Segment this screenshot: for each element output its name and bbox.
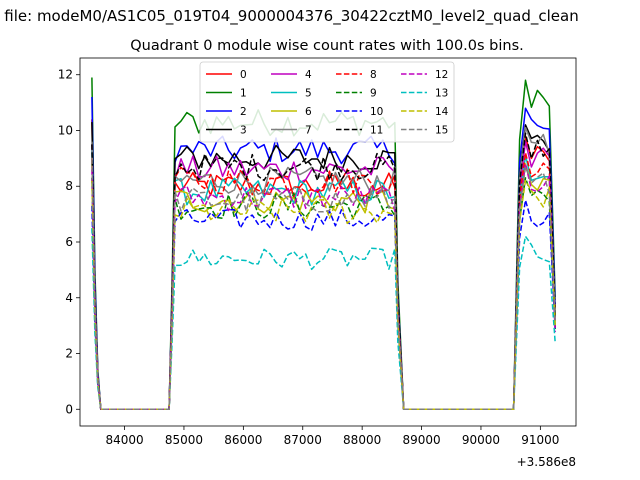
x-tick-label: 86000	[224, 433, 262, 447]
series-line-0	[91, 119, 556, 411]
legend-label-3: 3	[240, 125, 247, 137]
chart-title: Quadrant 0 module wise count rates with …	[130, 38, 524, 54]
figure-suptitle: n file: modeM0/AS1C05_019T04_9000004376_…	[0, 7, 579, 26]
x-tick-label: 87000	[284, 433, 322, 447]
legend-label-6: 6	[305, 106, 312, 118]
legend-label-13: 13	[435, 88, 448, 100]
legend-label-14: 14	[435, 106, 449, 118]
legend-label-5: 5	[305, 88, 312, 100]
legend-label-7: 7	[305, 125, 312, 137]
series-line-7	[91, 126, 556, 411]
series-line-9	[91, 177, 556, 411]
legend-label-1: 1	[240, 88, 247, 100]
y-tick-label: 12	[58, 68, 73, 82]
legend-label-4: 4	[305, 69, 312, 81]
y-tick-label: 8	[65, 179, 73, 193]
x-tick-label: 88000	[343, 433, 381, 447]
legend-label-12: 12	[435, 69, 448, 81]
series-line-3	[91, 122, 556, 411]
legend-label-10: 10	[370, 106, 383, 118]
y-tick-label: 6	[65, 235, 73, 249]
x-tick-label: 85000	[165, 433, 203, 447]
x-tick-label: 90000	[462, 433, 500, 447]
y-tick-label: 2	[65, 347, 73, 361]
series-line-4	[91, 140, 556, 411]
series-line-10	[91, 199, 556, 411]
series-line-11	[91, 132, 556, 411]
legend-label-8: 8	[370, 69, 377, 81]
y-tick-label: 10	[58, 123, 73, 137]
x-tick-label: 89000	[402, 433, 440, 447]
x-offset-label: +3.586e8	[517, 455, 576, 469]
series-line-13	[91, 228, 556, 411]
series-line-2	[91, 96, 556, 411]
legend-label-2: 2	[240, 106, 247, 118]
legend-label-9: 9	[370, 88, 377, 100]
y-tick-label: 0	[65, 402, 73, 416]
series-line-15	[91, 158, 556, 411]
series-line-14	[91, 179, 556, 411]
x-tick-label: 84000	[105, 433, 143, 447]
legend-label-11: 11	[370, 125, 383, 137]
series-line-8	[91, 152, 556, 411]
x-tick-label: 91000	[521, 433, 559, 447]
y-tick-label: 4	[65, 291, 73, 305]
legend-frame	[199, 61, 455, 143]
legend-label-15: 15	[435, 125, 448, 137]
legend-label-0: 0	[240, 69, 247, 81]
plot-area: 84000 85000 86000 87000 88000 89000 90000 91000…	[58, 57, 577, 447]
